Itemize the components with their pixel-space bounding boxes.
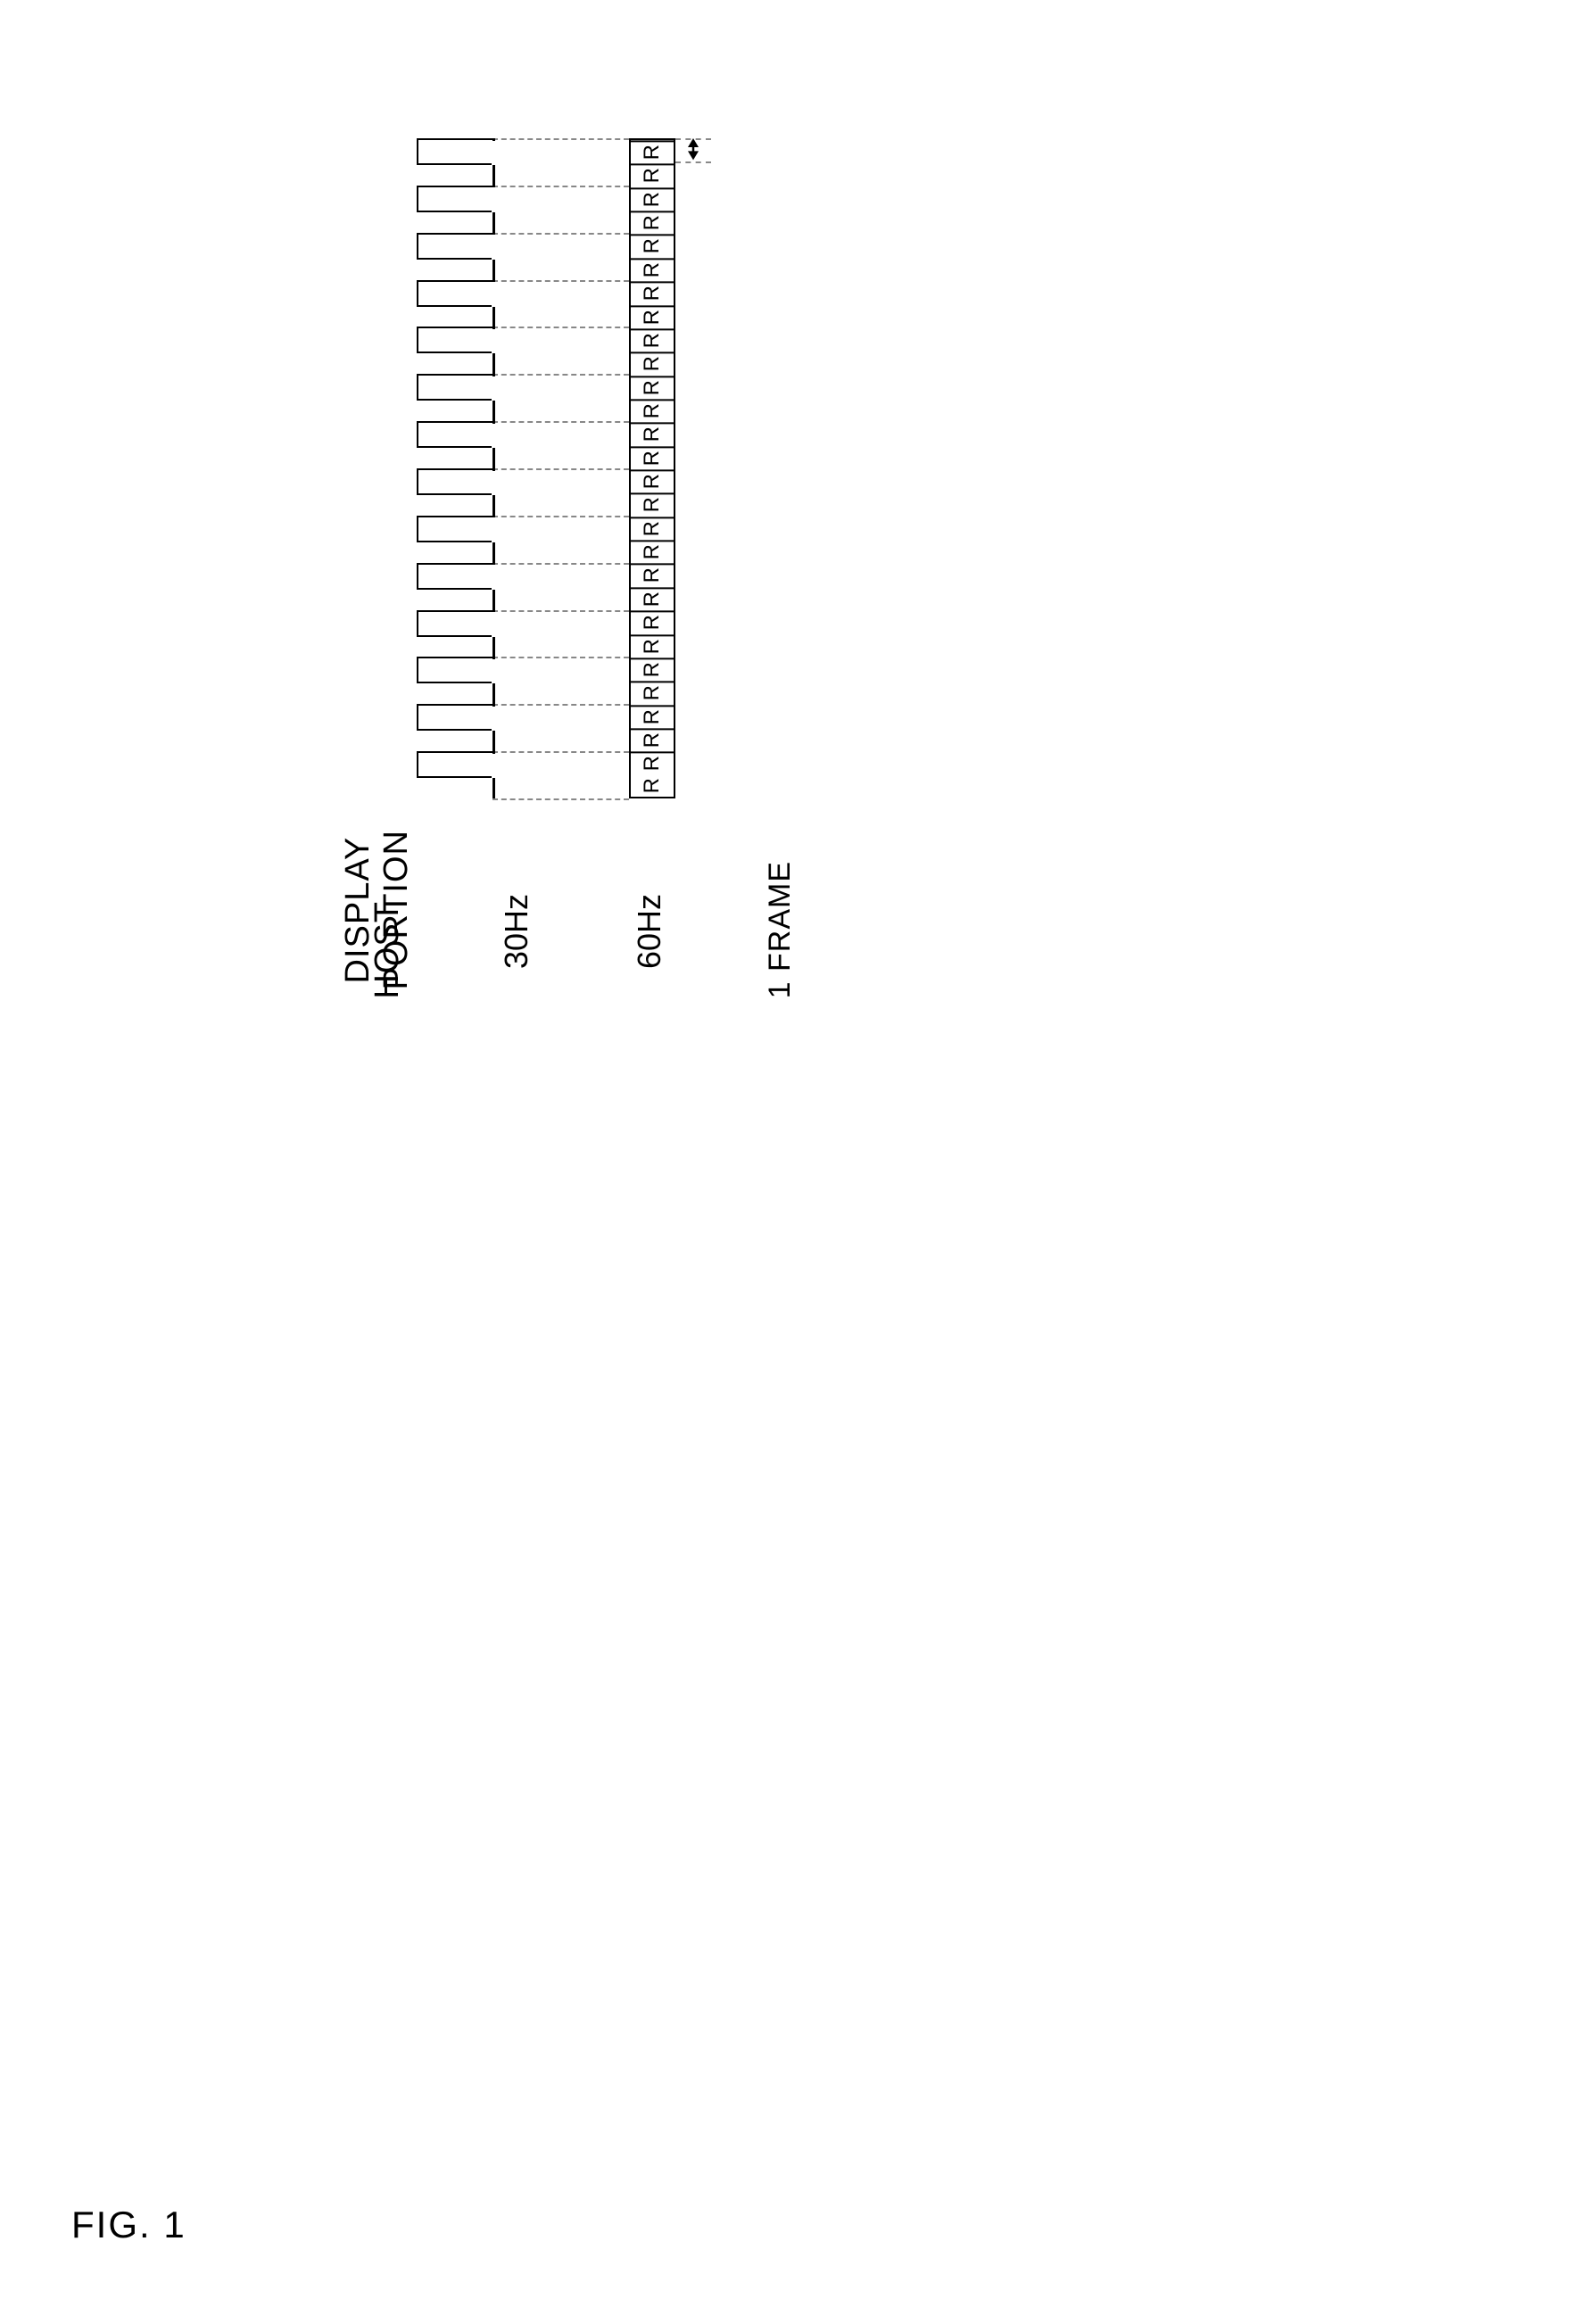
dashed-guide bbox=[492, 516, 629, 517]
display-cell: R bbox=[631, 610, 674, 633]
pulse-gap bbox=[492, 471, 495, 496]
frame-arrow bbox=[680, 136, 707, 163]
display-cell: R bbox=[631, 140, 674, 163]
display-cell: R bbox=[631, 187, 674, 211]
pulse-gap bbox=[492, 187, 495, 212]
display-cell: R bbox=[631, 540, 674, 563]
display-cell: R bbox=[631, 446, 674, 469]
display-cell: R bbox=[631, 705, 674, 728]
host-pulse bbox=[417, 233, 492, 260]
host-pulse bbox=[417, 704, 492, 731]
host-pulse bbox=[417, 468, 492, 495]
display-cell: R bbox=[631, 376, 674, 399]
pulse-gap bbox=[492, 235, 495, 260]
display-cell: R bbox=[631, 728, 674, 751]
host-pulse bbox=[417, 610, 492, 637]
dashed-guide bbox=[492, 374, 629, 376]
display-cell: R bbox=[631, 634, 674, 658]
pulse-gap bbox=[492, 565, 495, 590]
pulse-gap bbox=[492, 612, 495, 637]
pulse-gap bbox=[492, 517, 495, 542]
display-cell: R bbox=[631, 751, 674, 774]
dashed-guide bbox=[492, 610, 629, 612]
display-cell: R bbox=[631, 258, 674, 281]
pulse-gap bbox=[492, 282, 495, 307]
dashed-guide bbox=[492, 186, 629, 187]
dashed-guide bbox=[492, 280, 629, 282]
dashed-guide bbox=[492, 233, 629, 235]
pulse-gap bbox=[492, 141, 495, 166]
host-freq-label: 30Hz bbox=[498, 894, 535, 969]
host-pulse bbox=[417, 280, 492, 307]
host-pulse bbox=[417, 421, 492, 448]
dashed-guide bbox=[492, 421, 629, 423]
dashed-guide bbox=[492, 563, 629, 565]
display-cell: R bbox=[631, 492, 674, 516]
display-cell: R bbox=[631, 163, 674, 186]
display-freq-label: 60Hz bbox=[631, 894, 668, 969]
display-cell: R bbox=[631, 422, 674, 445]
host-pulse bbox=[417, 374, 492, 401]
display-cell: R bbox=[631, 563, 674, 586]
display-cell: R bbox=[631, 658, 674, 681]
display-label: DISPLAY PORTION bbox=[339, 830, 416, 989]
host-pulse bbox=[417, 516, 492, 542]
display-cell: R bbox=[631, 517, 674, 540]
display-cell: R bbox=[631, 587, 674, 610]
dashed-guide bbox=[492, 704, 629, 706]
host-pulse bbox=[417, 138, 492, 165]
dashed-guide bbox=[492, 138, 629, 140]
pulse-gap bbox=[492, 659, 495, 684]
dashed-guide bbox=[492, 657, 629, 658]
host-pulse bbox=[417, 563, 492, 590]
figure-label: FIG. 1 bbox=[71, 2204, 186, 2246]
display-cell: R bbox=[631, 234, 674, 257]
pulse-gap bbox=[492, 376, 495, 401]
pulse-gap bbox=[492, 754, 495, 779]
dashed-guide bbox=[492, 468, 629, 470]
host-pulse bbox=[417, 327, 492, 353]
pulse-gap bbox=[492, 329, 495, 354]
display-row: RRRRRRRRRRRRRRRRRRRRRRRRRRRR bbox=[629, 138, 675, 798]
display-cell: R bbox=[631, 305, 674, 328]
host-pulse bbox=[417, 751, 492, 778]
display-cell: R bbox=[631, 469, 674, 492]
dashed-guide bbox=[492, 751, 629, 753]
pulse-gap bbox=[492, 707, 495, 732]
pulse-gap bbox=[492, 424, 495, 449]
display-cell: R bbox=[631, 281, 674, 304]
frame-label: 1 FRAME bbox=[763, 861, 798, 998]
display-cell: R bbox=[631, 351, 674, 375]
host-pulse bbox=[417, 657, 492, 683]
dashed-guide bbox=[492, 798, 629, 800]
display-cell: R bbox=[631, 211, 674, 234]
display-cell: R bbox=[631, 681, 674, 704]
dashed-guide bbox=[492, 327, 629, 328]
display-cell: R bbox=[631, 775, 674, 797]
display-cell: R bbox=[631, 328, 674, 351]
timing-diagram: RRRRRRRRRRRRRRRRRRRRRRRRRRRR bbox=[417, 138, 791, 798]
display-cell: R bbox=[631, 399, 674, 422]
host-pulse bbox=[417, 186, 492, 212]
